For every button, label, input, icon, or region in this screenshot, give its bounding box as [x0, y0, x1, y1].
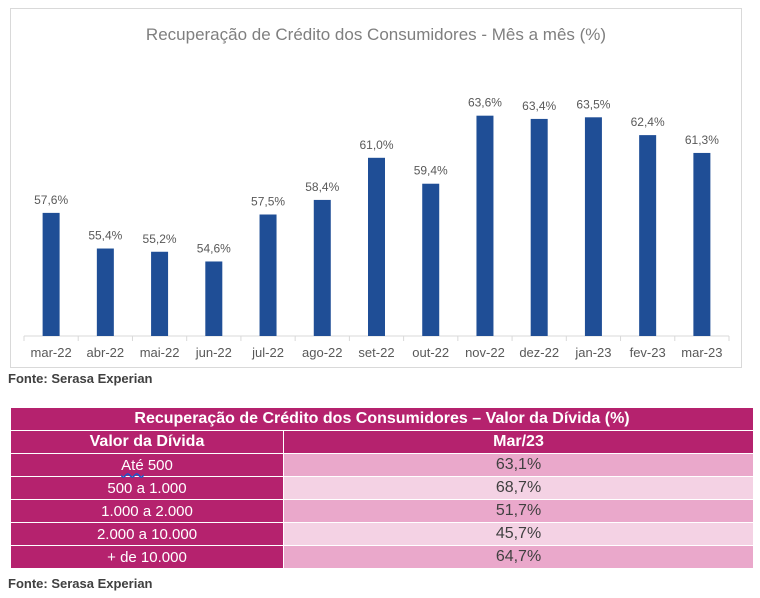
table-title: Recuperação de Crédito dos Consumidores … [9, 407, 755, 431]
x-tick-label-abr-22: abr-22 [87, 345, 125, 360]
table-row-value: 51,7% [282, 499, 755, 523]
table-row-label: 1.000 a 2.000 [10, 499, 284, 523]
x-tick-label-mar-23: mar-23 [681, 345, 722, 360]
data-label-set-22: 61,0% [359, 138, 393, 152]
table-row: + de 10.000 64,7% [10, 545, 755, 569]
table-row-value: 45,7% [282, 522, 755, 546]
x-tick-label-dez-22: dez-22 [519, 345, 559, 360]
bar-ago-22 [313, 199, 331, 336]
table-header-month: Mar/23 [282, 430, 755, 454]
table-row: 500 a 1.000 68,7% [10, 476, 755, 500]
table-source-note: Fonte: Serasa Experian [8, 576, 153, 591]
bar-out-22 [422, 183, 440, 336]
bar-mai-22 [151, 251, 169, 336]
data-label-jun-22: 54,6% [197, 241, 231, 255]
x-tick-label-out-22: out-22 [412, 345, 449, 360]
data-label-nov-22: 63,6% [468, 96, 502, 110]
bar-abr-22 [96, 248, 114, 336]
data-label-jul-22: 57,5% [251, 195, 285, 209]
data-label-jan-23: 63,5% [576, 97, 610, 111]
x-tick-label-fev-23: fev-23 [630, 345, 666, 360]
table-row-label: 2.000 a 10.000 [10, 522, 284, 546]
table-header-debt-value: Valor da Dívida [10, 430, 284, 454]
data-label-ago-22: 58,4% [305, 180, 339, 194]
chart-container: Recuperação de Crédito dos Consumidores … [10, 8, 742, 368]
table-row-label: + de 10.000 [10, 545, 284, 569]
x-tick-label-jul-22: jul-22 [251, 345, 284, 360]
bar-fev-23 [639, 135, 657, 336]
bar-dez-22 [530, 118, 548, 336]
x-tick-label-nov-22: nov-22 [465, 345, 505, 360]
x-tick-label-jun-22: jun-22 [195, 345, 232, 360]
table-row: Até 500 63,1% [10, 453, 755, 477]
data-label-mai-22: 55,2% [143, 232, 177, 246]
table-row-value: 68,7% [282, 476, 755, 500]
table-row-value: 63,1% [282, 453, 755, 477]
x-tick-label-mar-22: mar-22 [31, 345, 72, 360]
bar-jan-23 [584, 117, 602, 336]
table-row-label-first-word: Até [121, 456, 144, 474]
table-row-label: 500 a 1.000 [10, 476, 284, 500]
bar-jul-22 [259, 214, 277, 336]
table-row-value: 64,7% [282, 545, 755, 569]
table-row: 2.000 a 10.000 45,7% [10, 522, 755, 546]
table-row-label-rest: 500 [143, 456, 173, 474]
table-row-label: Até 500 [10, 453, 284, 477]
x-tick-label-jan-23: jan-23 [574, 345, 611, 360]
data-label-out-22: 59,4% [414, 164, 448, 178]
bar-mar-22 [42, 212, 60, 336]
bar-set-22 [368, 157, 385, 336]
bar-jun-22 [205, 261, 223, 336]
data-label-mar-22: 57,6% [34, 193, 68, 207]
chart-source-note: Fonte: Serasa Experian [8, 371, 153, 386]
x-tick-label-set-22: set-22 [358, 345, 394, 360]
bar-chart: Recuperação de Crédito dos Consumidores … [23, 25, 730, 360]
data-label-fev-23: 62,4% [631, 115, 665, 129]
data-label-mar-23: 61,3% [685, 133, 719, 147]
debt-value-table: Recuperação de Crédito dos Consumidores … [9, 407, 755, 569]
bar-mar-23 [693, 152, 711, 336]
data-label-abr-22: 55,4% [88, 229, 122, 243]
bar-nov-22 [476, 115, 494, 337]
data-label-dez-22: 63,4% [522, 99, 556, 113]
table-row: 1.000 a 2.000 51,7% [10, 499, 755, 523]
x-tick-label-mai-22: mai-22 [140, 345, 180, 360]
x-tick-label-ago-22: ago-22 [302, 345, 342, 360]
chart-title: Recuperação de Crédito dos Consumidores … [146, 25, 606, 44]
